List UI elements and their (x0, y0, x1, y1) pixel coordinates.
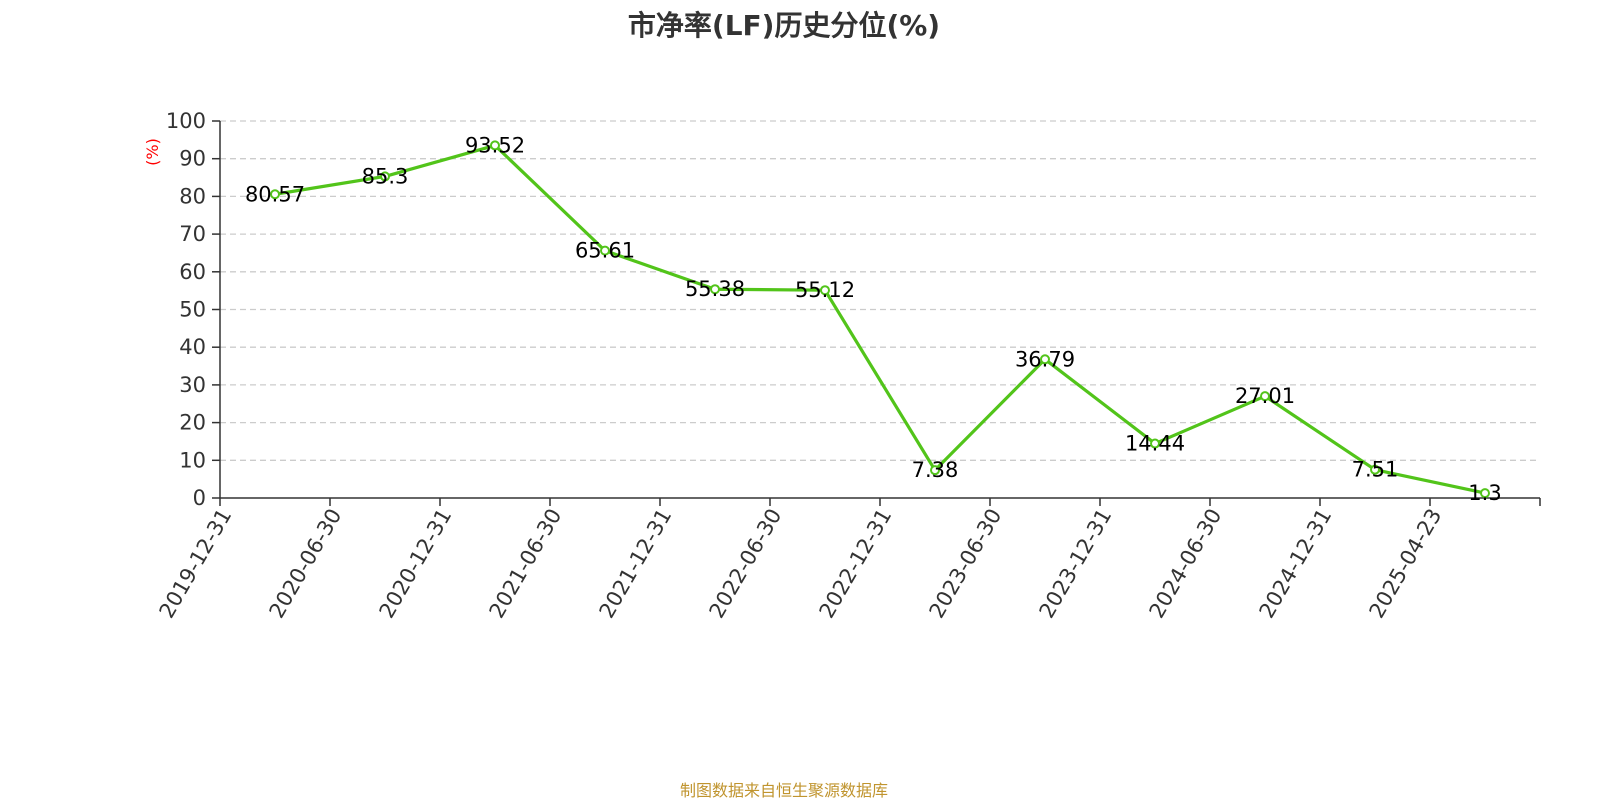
y-tick-label: 50 (179, 298, 206, 322)
data-points (270, 140, 1490, 499)
data-point (1370, 464, 1380, 475)
series-line-path (274, 143, 1486, 495)
x-tick-labels: 2019-12-31 2020-06-30 2020-12-31 2021-06-30… (155, 505, 1447, 623)
series-line (274, 143, 1486, 495)
data-label: 36.79 (1015, 347, 1075, 371)
y-tick-label: 30 (179, 373, 206, 397)
y-tick-label: 20 (179, 411, 206, 435)
data-point (1040, 354, 1050, 365)
data-point (930, 465, 940, 476)
x-tick-label: 2022-06-30 (705, 505, 787, 623)
x-tick-label: 2024-06-30 (1145, 505, 1227, 623)
data-label: 27.01 (1235, 384, 1295, 408)
y-tick-label: 0 (193, 486, 206, 510)
y-tick-label: 60 (179, 260, 206, 284)
grid-lines (220, 120, 1540, 461)
data-point (490, 140, 500, 151)
x-tick-label: 2023-06-30 (925, 505, 1007, 623)
y-axis-label: (%) (143, 138, 162, 166)
data-point (270, 189, 280, 200)
axes (212, 120, 1541, 506)
data-label: 93.52 (465, 133, 525, 157)
x-tick-label: 2025-04-23 (1365, 505, 1447, 623)
x-tick-label: 2024-12-31 (1255, 505, 1337, 623)
y-tick-labels: 0 10 20 30 40 50 60 70 80 90 100 (166, 109, 206, 510)
data-point (1480, 488, 1490, 499)
x-tick-label: 2020-12-31 (375, 505, 457, 623)
y-tick-label: 40 (179, 335, 206, 359)
y-tick-label: 100 (166, 109, 206, 133)
y-tick-label: 80 (179, 184, 206, 208)
chart-title: 市净率(LF)历史分位(%) (627, 9, 941, 42)
data-label: 7.51 (1352, 458, 1399, 482)
x-tick-label: 2023-12-31 (1035, 505, 1117, 623)
data-point (600, 245, 610, 256)
data-point (380, 171, 390, 182)
data-point (820, 285, 830, 296)
data-label: 80.57 (245, 182, 305, 206)
x-tick-label: 2022-12-31 (815, 505, 897, 623)
data-label: 7.38 (912, 458, 959, 482)
data-label: 1.3 (1468, 481, 1501, 505)
data-label: 55.38 (685, 277, 745, 301)
x-tick-label: 2020-06-30 (265, 505, 347, 623)
data-label: 85.3 (362, 164, 409, 188)
data-label: 65.61 (575, 239, 635, 263)
y-tick-label: 70 (179, 222, 206, 246)
data-point (710, 284, 720, 295)
data-point (1260, 391, 1270, 402)
data-labels: 80.57 85.3 93.52 65.61 55.38 55.12 7.38 36.79 14… (245, 133, 1502, 505)
x-tick-label: 2021-06-30 (485, 505, 567, 623)
y-tick-label: 10 (179, 448, 206, 472)
x-tick-label: 2019-12-31 (155, 505, 237, 623)
x-tick-label: 2021-12-31 (595, 505, 677, 623)
source-note: 制图数据来自恒生聚源数据库 (679, 781, 888, 800)
data-label: 14.44 (1125, 432, 1185, 456)
y-tick-label: 90 (179, 147, 206, 171)
data-point (1150, 438, 1160, 449)
data-label: 55.12 (795, 278, 855, 302)
